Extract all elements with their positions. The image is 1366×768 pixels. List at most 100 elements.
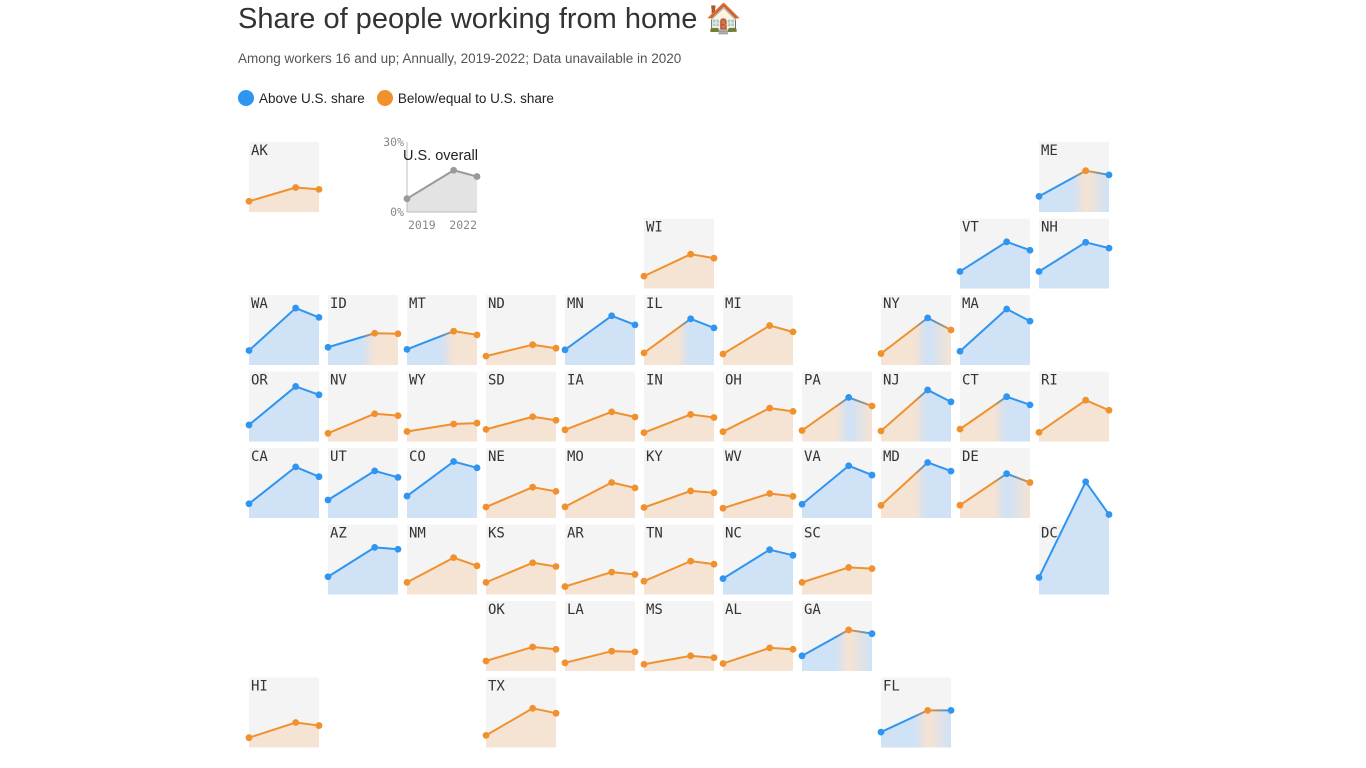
state-label: ID [330,296,347,312]
state-label: MI [725,296,742,312]
point-pa-2021 [845,394,853,401]
state-label: CA [251,449,268,465]
area-ri [1039,400,1109,442]
legend-item-below: Below/equal to U.S. share [376,90,554,106]
point-ne-2021 [529,483,537,491]
point-ma-2022 [1026,317,1034,325]
state-tile-id: ID [324,295,402,365]
state-tile-ny: NY [877,295,955,365]
point-ar-2022 [631,571,639,578]
state-label: VT [962,220,979,236]
point-nj-2021 [924,386,932,394]
state-tile-ky: KY [640,448,718,518]
area-ny [881,317,951,365]
point-wv-2019 [719,504,727,512]
point-me-2022 [1105,171,1113,179]
point-sd-2019 [482,425,490,433]
point-hi-2022 [315,722,323,729]
point-ky-2021 [687,487,695,495]
state-tile-sc: SC [798,524,876,595]
state-label: AZ [330,526,347,542]
point-ga-2022 [868,630,876,638]
point-wy-2019 [403,428,411,435]
point-ne-2019 [482,503,490,511]
point-md-2021 [924,459,932,466]
state-label: NJ [883,373,900,389]
point-il-2022 [710,324,718,332]
point-co-2021 [450,458,458,465]
state-label: TX [488,679,505,695]
state-tile-wy: WY [403,371,481,442]
point-ga-2021 [845,626,853,634]
point-wa-2021 [292,304,300,312]
state-label: KS [488,526,505,542]
point-ny-2021 [924,314,932,322]
point-va-2022 [868,471,876,479]
state-tile-md: MD [877,448,955,518]
area-dc [1039,481,1109,595]
point-md-2022 [947,467,955,475]
area-ga [802,629,872,671]
point-ok-2021 [529,643,537,651]
point-ks-2022 [552,563,560,570]
area-mt [407,331,477,365]
state-tile-wa: WA [245,295,323,365]
point-in-2022 [710,414,718,421]
point-tn-2019 [640,577,648,585]
point-me-2021 [1082,167,1090,175]
state-tile-wv: WV [719,448,797,518]
area-la [565,651,635,671]
point-oh-2019 [719,428,727,436]
y-tick-label-max: 30% [383,135,404,149]
state-tile-nm: NM [403,524,481,595]
point-in-2021 [687,411,695,418]
area-vt [960,241,1030,289]
area-ak [249,187,319,212]
point-nh-2019 [1035,268,1043,275]
point-al-2021 [766,644,774,652]
state-tile-ms: MS [640,601,718,671]
point-tx-2019 [482,731,490,739]
point-ma-2021 [1003,305,1011,313]
state-label: KY [646,449,663,465]
state-tile-de: DE [956,448,1034,518]
state-tile-ct: CT [956,371,1034,442]
area-in [644,414,714,442]
point-az-2021 [371,543,379,551]
point-or-2019 [245,421,253,429]
area-mi [723,325,793,365]
state-tile-ks: KS [482,524,560,595]
point-wi-2021 [687,250,695,258]
area-ut [328,470,398,518]
area-wy [407,423,477,442]
area-ia [565,411,635,442]
point-ky-2019 [640,504,648,511]
point-ca-2022 [315,473,323,481]
state-label: NE [488,449,505,465]
overall-tile: 30% 0% 2019 2022 U.S. overall [383,135,481,232]
point-fl-2022 [947,707,955,714]
state-tile-nj: NJ [877,371,955,442]
point-mi-2019 [719,350,727,358]
point-mn-2019 [561,346,569,354]
point-ri-2019 [1035,429,1043,436]
point-ri-2021 [1082,396,1090,404]
state-tile-il: IL [640,295,718,365]
state-label: WV [725,449,742,465]
point-nm-2021 [450,554,458,562]
state-label: AR [567,526,584,542]
point-sc-2019 [798,578,806,586]
state-label: LA [567,602,584,618]
area-pa [802,397,872,442]
area-oh [723,408,793,442]
area-sc [802,567,872,595]
state-tile-wi: WI [640,218,718,289]
state-label: GA [804,602,821,618]
point-ma-2019 [956,347,964,355]
state-label: ND [488,296,505,312]
point-nc-2019 [719,575,727,583]
state-label: RI [1041,373,1058,389]
overall-point-2021 [450,166,458,174]
point-ut-2019 [324,496,332,504]
point-ia-2021 [608,408,616,416]
